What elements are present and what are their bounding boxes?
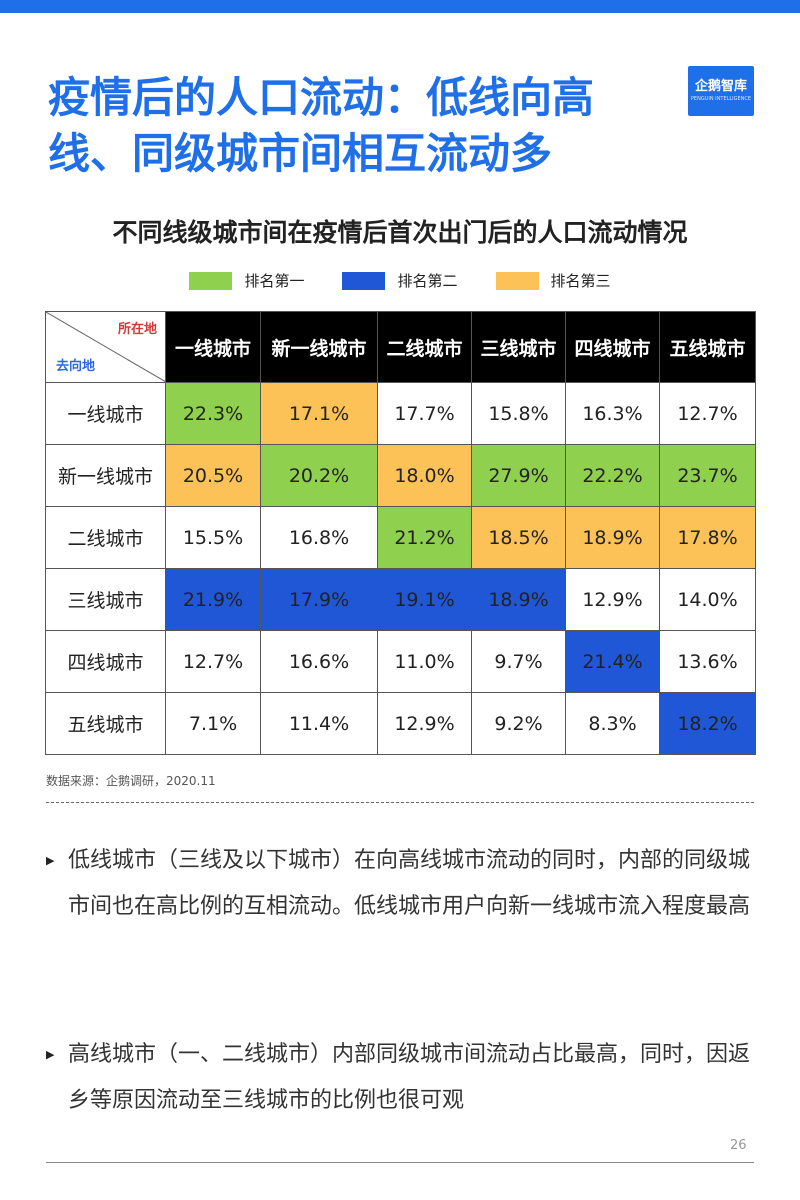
table-cell: 20.5% (165, 444, 261, 507)
table-cell: 13.6% (659, 630, 756, 693)
table-cell: 17.9% (260, 568, 378, 631)
table-cell: 22.3% (165, 382, 261, 445)
table-row: 三线城市 21.9% 17.9% 19.1% 18.9% 12.9% 14.0% (45, 568, 756, 631)
table-cell: 23.7% (659, 444, 756, 507)
table-cell: 18.9% (565, 506, 660, 569)
column-header: 四线城市 (565, 311, 660, 383)
column-header: 二线城市 (377, 311, 472, 383)
legend-swatch-rank3 (495, 271, 539, 290)
table-cell: 16.8% (260, 506, 378, 569)
logo-mark: 企鹅智库 (694, 79, 747, 94)
triangle-bullet-icon: ▶ (46, 854, 55, 867)
table-cell: 18.9% (471, 568, 566, 631)
table-cell: 11.4% (260, 692, 378, 755)
table-cell: 11.0% (377, 630, 472, 693)
table-cell: 12.9% (377, 692, 472, 755)
legend-label: 排名第三 (550, 272, 611, 290)
table-cell: 16.3% (565, 382, 660, 445)
data-source-note: 数据来源：企鹅调研，2020.11 (46, 774, 216, 788)
top-accent-bar (0, 0, 800, 13)
table-cell: 8.3% (565, 692, 660, 755)
table-cell: 16.6% (260, 630, 378, 693)
table-cell: 20.2% (260, 444, 378, 507)
table-cell: 15.8% (471, 382, 566, 445)
brand-logo: 企鹅智库 PENGUIN INTELLIGENCE (688, 66, 754, 116)
table-cell: 12.9% (565, 568, 660, 631)
table-row: 四线城市 12.7% 16.6% 11.0% 9.7% 21.4% 13.6% (45, 630, 756, 693)
table-cell: 27.9% (471, 444, 566, 507)
table-cell: 18.5% (471, 506, 566, 569)
table-row: 五线城市 7.1% 11.4% 12.9% 9.2% 8.3% 18.2% (45, 692, 756, 755)
table-cell: 18.2% (659, 692, 756, 755)
dashed-divider (46, 802, 754, 803)
column-header: 新一线城市 (260, 311, 378, 383)
corner-destination-label: 去向地 (56, 359, 96, 374)
table-cell: 12.7% (165, 630, 261, 693)
table-cell: 21.4% (565, 630, 660, 693)
table-cell: 12.7% (659, 382, 756, 445)
table-row: 新一线城市 20.5% 20.2% 18.0% 27.9% 22.2% 23.7… (45, 444, 756, 507)
table-row: 一线城市 22.3% 17.1% 17.7% 15.8% 16.3% 12.7% (45, 382, 756, 445)
legend-swatch-rank1 (189, 271, 233, 290)
table-cell: 19.1% (377, 568, 472, 631)
bullet-text: 低线城市（三线及以下城市）在向高线城市流动的同时，内部的同级城市间也在高比例的互… (68, 848, 751, 919)
corner-diagonal (46, 312, 166, 382)
table-row: 二线城市 15.5% 16.8% 21.2% 18.5% 18.9% 17.8% (45, 506, 756, 569)
column-header: 五线城市 (659, 311, 756, 383)
bullet-point: ▶ 高线城市（一、二线城市）内部同级城市间流动占比最高，同时，因返乡等原因流动至… (46, 1032, 756, 1124)
row-label: 五线城市 (45, 692, 166, 755)
column-header: 三线城市 (471, 311, 566, 383)
page-title: 疫情后的人口流动：低线向高线、同级城市间相互流动多 (48, 73, 595, 178)
row-label: 二线城市 (45, 506, 166, 569)
table-header-row: 所在地 去向地 一线城市 新一线城市 二线城市 三线城市 四线城市 五线城市 (45, 311, 756, 383)
column-header: 一线城市 (165, 311, 261, 383)
flow-table: 所在地 去向地 一线城市 新一线城市 二线城市 三线城市 四线城市 五线城市 一… (45, 311, 756, 755)
legend-swatch-rank2 (342, 271, 386, 290)
table-title: 不同线级城市间在疫情后首次出门后的人口流动情况 (112, 218, 688, 247)
table-cell: 17.8% (659, 506, 756, 569)
table-cell: 14.0% (659, 568, 756, 631)
row-label: 新一线城市 (45, 444, 166, 507)
legend-label: 排名第二 (397, 272, 458, 290)
table-cell: 15.5% (165, 506, 261, 569)
table-cell: 21.9% (165, 568, 261, 631)
row-label: 四线城市 (45, 630, 166, 693)
legend-label: 排名第一 (244, 272, 305, 290)
legend-item-rank2: 排名第二 (342, 270, 458, 291)
table-cell: 9.2% (471, 692, 566, 755)
logo-subtext: PENGUIN INTELLIGENCE (690, 96, 752, 102)
corner-origin-label: 所在地 (117, 322, 157, 337)
bullet-point: ▶ 低线城市（三线及以下城市）在向高线城市流动的同时，内部的同级城市间也在高比例… (46, 838, 756, 930)
legend: 排名第一 排名第二 排名第三 (0, 270, 800, 291)
table-cell: 9.7% (471, 630, 566, 693)
table-cell: 17.7% (377, 382, 472, 445)
table-corner-cell: 所在地 去向地 (45, 311, 166, 383)
table-cell: 22.2% (565, 444, 660, 507)
triangle-bullet-icon: ▶ (46, 1048, 55, 1061)
legend-item-rank1: 排名第一 (189, 270, 304, 291)
table-cell: 18.0% (377, 444, 472, 507)
legend-item-rank3: 排名第三 (495, 270, 611, 291)
bullet-text: 高线城市（一、二线城市）内部同级城市间流动占比最高，同时，因返乡等原因流动至三线… (68, 1042, 751, 1113)
footer-divider (46, 1162, 754, 1163)
row-label: 一线城市 (45, 382, 166, 445)
table-cell: 21.2% (377, 506, 472, 569)
table-cell: 17.1% (260, 382, 378, 445)
page-number: 26 (730, 1138, 747, 1153)
row-label: 三线城市 (45, 568, 166, 631)
table-cell: 7.1% (165, 692, 261, 755)
